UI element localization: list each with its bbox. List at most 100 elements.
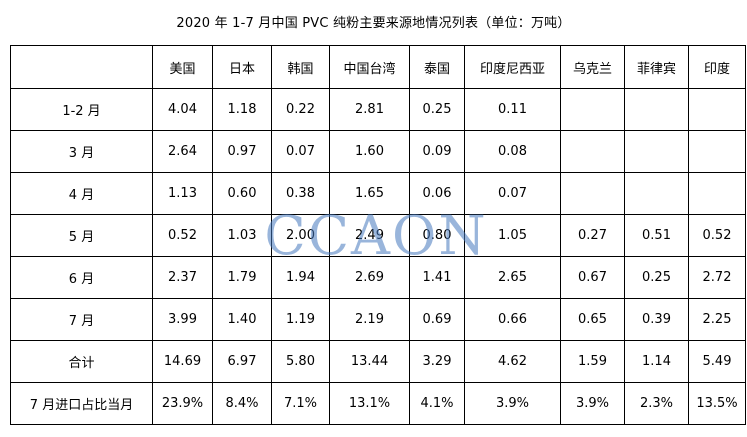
table-cell: 0.08: [464, 130, 561, 173]
table-cell: 23.9%: [152, 382, 213, 425]
table-cell: 1.40: [212, 298, 272, 341]
table-cell: 1.13: [152, 172, 213, 215]
table-cell: 2.49: [329, 214, 410, 257]
corner-header-cell: [10, 45, 153, 89]
row-label-cell: 6 月: [10, 256, 153, 299]
column-header: 美国: [152, 45, 213, 89]
row-label-cell: 合计: [10, 340, 153, 383]
table-cell: 1.60: [329, 130, 410, 173]
table-cell: 0.22: [271, 88, 330, 131]
table-cell: 13.5%: [688, 382, 746, 425]
table-cell: 1.59: [560, 340, 625, 383]
table-row: 6 月 2.37 1.79 1.94 2.69 1.41 2.65 0.67 0.25 2.72: [10, 256, 746, 299]
column-header: 印度: [688, 45, 746, 89]
table-cell: 2.65: [464, 256, 561, 299]
table-cell: 0.80: [409, 214, 465, 257]
table-cell: 1.65: [329, 172, 410, 215]
table-row: 合计 14.69 6.97 5.80 13.44 3.29 4.62 1.59 1.14 5.49: [10, 340, 746, 383]
table-cell: 7.1%: [271, 382, 330, 425]
table-cell: 0.52: [688, 214, 746, 257]
table-cell: 3.9%: [560, 382, 625, 425]
header-row: 美国 日本 韩国 中国台湾 泰国 印度尼西亚 乌克兰 菲律宾 印度: [10, 45, 746, 89]
table-cell: 0.07: [271, 130, 330, 173]
table-cell: 0.97: [212, 130, 272, 173]
row-label-cell: 3 月: [10, 130, 153, 173]
table-cell: 0.66: [464, 298, 561, 341]
table-cell: [688, 130, 746, 173]
table-cell: 0.60: [212, 172, 272, 215]
table-cell: 0.25: [624, 256, 689, 299]
table-cell: 0.69: [409, 298, 465, 341]
column-header: 乌克兰: [560, 45, 625, 89]
table-cell: 0.27: [560, 214, 625, 257]
table-cell: 0.52: [152, 214, 213, 257]
table-row: 1-2 月 4.04 1.18 0.22 2.81 0.25 0.11: [10, 88, 746, 131]
table-row: 7 月 3.99 1.40 1.19 2.19 0.69 0.66 0.65 0.39 2.25: [10, 298, 746, 341]
table-row: 5 月 0.52 1.03 2.00 2.49 0.80 1.05 0.27 0.51 0.52: [10, 214, 746, 257]
table-cell: 5.49: [688, 340, 746, 383]
row-label-cell: 1-2 月: [10, 88, 153, 131]
table-cell: 3.99: [152, 298, 213, 341]
table-cell: 1.14: [624, 340, 689, 383]
row-label-cell: 7 月: [10, 298, 153, 341]
table-row: 3 月 2.64 0.97 0.07 1.60 0.09 0.08: [10, 130, 746, 173]
table-cell: 0.09: [409, 130, 465, 173]
table-cell: 2.25: [688, 298, 746, 341]
table-cell: 0.65: [560, 298, 625, 341]
table-cell: 6.97: [212, 340, 272, 383]
table-cell: 0.06: [409, 172, 465, 215]
table-cell: 1.41: [409, 256, 465, 299]
table-cell: 1.03: [212, 214, 272, 257]
table-cell: 2.19: [329, 298, 410, 341]
table-cell: 4.04: [152, 88, 213, 131]
table-cell: [688, 88, 746, 131]
table-title: 2020 年 1-7 月中国 PVC 纯粉主要来源地情况列表（单位：万吨）: [176, 16, 571, 31]
column-header: 韩国: [271, 45, 330, 89]
table-cell: 0.39: [624, 298, 689, 341]
table-cell: 2.69: [329, 256, 410, 299]
table-cell: 2.64: [152, 130, 213, 173]
table-row: 4 月 1.13 0.60 0.38 1.65 0.06 0.07: [10, 172, 746, 215]
table-cell: 0.25: [409, 88, 465, 131]
table-cell: 1.05: [464, 214, 561, 257]
row-label-cell: 4 月: [10, 172, 153, 215]
column-header: 印度尼西亚: [464, 45, 561, 89]
table-cell: 14.69: [152, 340, 213, 383]
column-header: 菲律宾: [624, 45, 689, 89]
table-cell: [560, 172, 625, 215]
table-row: 7 月进口占比当月 23.9% 8.4% 7.1% 13.1% 4.1% 3.9% 3.9% 2…: [10, 382, 746, 425]
table-cell: [688, 172, 746, 215]
table-cell: 4.62: [464, 340, 561, 383]
row-label-cell: 7 月进口占比当月: [10, 382, 153, 425]
table-cell: 0.11: [464, 88, 561, 131]
table-cell: 0.51: [624, 214, 689, 257]
table-cell: [560, 130, 625, 173]
table-cell: 1.19: [271, 298, 330, 341]
table-cell: [624, 172, 689, 215]
table-cell: 2.81: [329, 88, 410, 131]
table-cell: 13.1%: [329, 382, 410, 425]
table-cell: 3.29: [409, 340, 465, 383]
table-cell: 2.3%: [624, 382, 689, 425]
column-header: 中国台湾: [329, 45, 410, 89]
table-cell: 0.38: [271, 172, 330, 215]
table-cell: 0.67: [560, 256, 625, 299]
table-cell: 1.94: [271, 256, 330, 299]
column-header: 泰国: [409, 45, 465, 89]
table-cell: [624, 88, 689, 131]
table-cell: [624, 130, 689, 173]
table-cell: 2.37: [152, 256, 213, 299]
table-cell: 1.79: [212, 256, 272, 299]
table-cell: [560, 88, 625, 131]
pvc-source-table: 美国 日本 韩国 中国台湾 泰国 印度尼西亚 乌克兰 菲律宾 印度 1-2 月 4.04 1.18 0…: [10, 45, 746, 425]
table-cell: 8.4%: [212, 382, 272, 425]
table-cell: 2.00: [271, 214, 330, 257]
row-label-cell: 5 月: [10, 214, 153, 257]
table-cell: 5.80: [271, 340, 330, 383]
table-cell: 2.72: [688, 256, 746, 299]
table-cell: 13.44: [329, 340, 410, 383]
table-cell: 0.07: [464, 172, 561, 215]
table-cell: 1.18: [212, 88, 272, 131]
column-header: 日本: [212, 45, 272, 89]
table-cell: 4.1%: [409, 382, 465, 425]
